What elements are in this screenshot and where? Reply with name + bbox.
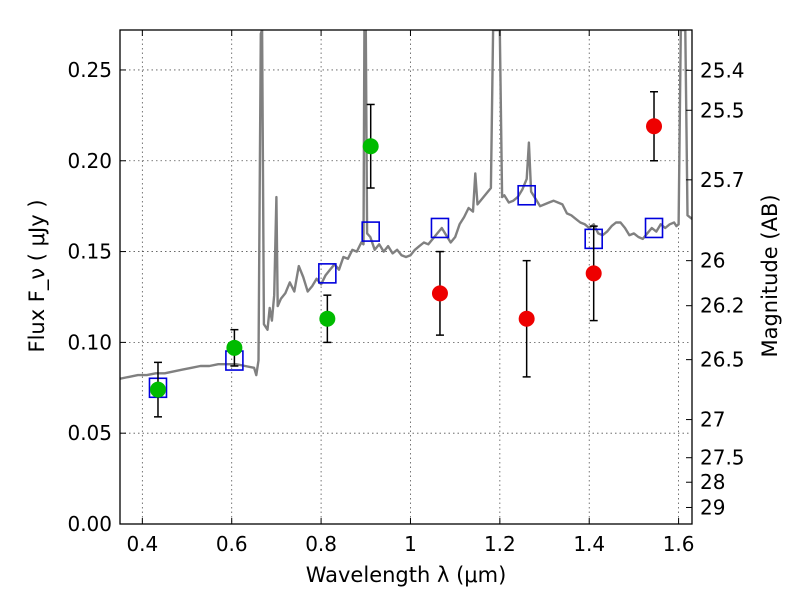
y-tick-label: 0.10 (67, 330, 112, 354)
right-tick-label: 25.7 (700, 168, 745, 192)
y-tick-label: 0.05 (67, 421, 112, 445)
grid-lines (120, 30, 692, 525)
x-axis-label: Wavelength λ (μm) (306, 563, 507, 587)
y-tick-label: 0.20 (67, 149, 112, 173)
data-point (646, 118, 663, 135)
right-axis-label: Magnitude (AB) (758, 194, 782, 357)
plot-frame (119, 29, 693, 525)
right-tick-label: 27.5 (700, 446, 745, 470)
x-tick-label: 1.6 (663, 532, 695, 556)
axis-ticks: 0.4 0.6 0.8 1 1.2 1.4 1.6 0.00 0.05 0.10 0.15 0.20 0… (67, 30, 745, 556)
y-tick-label: 0.15 (67, 240, 112, 264)
y-tick-label: 0.00 (67, 512, 112, 536)
data-point (149, 381, 166, 398)
x-tick-label: 1 (404, 532, 417, 556)
y-tick-label: 0.25 (67, 58, 112, 82)
x-tick-label: 1.2 (484, 532, 516, 556)
right-tick-label: 29 (700, 495, 725, 519)
data-point (226, 339, 243, 356)
model-square (361, 221, 380, 242)
x-tick-label: 1.4 (573, 532, 605, 556)
right-tick-label: 26.5 (700, 348, 745, 372)
model-square (517, 184, 536, 206)
right-tick-label: 25.4 (700, 58, 745, 82)
data-point (319, 310, 336, 327)
data-point (518, 310, 535, 327)
model-square (644, 217, 664, 239)
data-point (362, 138, 379, 155)
right-tick-label: 25.5 (700, 98, 745, 122)
x-tick-label: 0.8 (305, 532, 337, 556)
spectrum-line (120, 30, 692, 380)
plot-area (120, 30, 692, 418)
right-tick-label: 27 (700, 408, 725, 432)
data-point (585, 265, 602, 282)
data-point (431, 285, 448, 302)
x-tick-label: 0.4 (126, 532, 158, 556)
y-axis-label: Flux F_ν ( μJy ) (25, 199, 50, 352)
right-tick-label: 26 (700, 249, 725, 273)
model-square (318, 263, 337, 284)
right-tick-label: 28 (700, 470, 725, 494)
model-square (430, 217, 450, 239)
right-tick-label: 26.2 (700, 294, 745, 318)
x-tick-label: 0.6 (216, 532, 248, 556)
